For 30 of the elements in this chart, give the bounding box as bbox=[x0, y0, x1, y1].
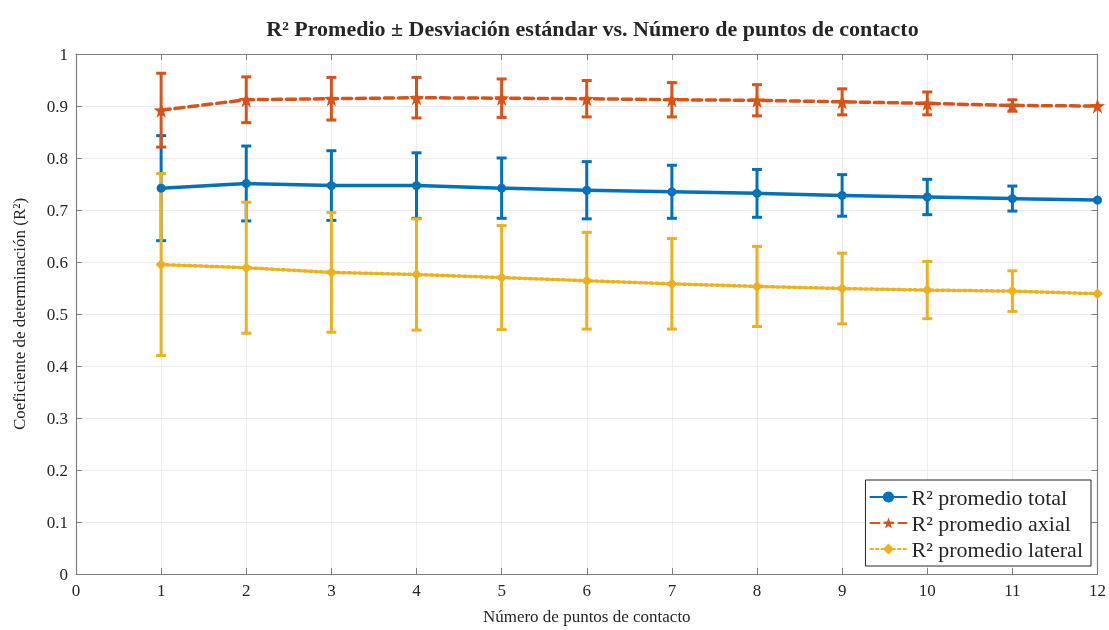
y-tick-label: 0.3 bbox=[46, 408, 68, 428]
y-tick-label: 0 bbox=[59, 564, 68, 584]
y-axis-title: Coeficiente de determinación (R²) bbox=[10, 197, 29, 431]
y-tick-label: 0.5 bbox=[46, 304, 68, 324]
y-tick-label: 0.6 bbox=[46, 252, 68, 272]
x-tick-label: 4 bbox=[412, 581, 422, 600]
legend-label: R² promedio axial bbox=[911, 510, 1071, 536]
y-tick-label: 0.1 bbox=[46, 512, 68, 532]
y-tick-label: 0.2 bbox=[46, 460, 68, 480]
legend-label: R² promedio total bbox=[911, 484, 1068, 510]
x-tick-label: 3 bbox=[327, 581, 336, 600]
x-tick-label: 0 bbox=[71, 581, 81, 600]
y-tick-label: 0.9 bbox=[46, 96, 68, 116]
x-tick-label: 2 bbox=[242, 581, 251, 600]
x-tick-label: 9 bbox=[837, 581, 847, 600]
chart-title: R² Promedio ± Desviación estándar vs. Número de puntos de contacto bbox=[266, 15, 919, 41]
x-tick-label: 1 bbox=[156, 581, 166, 600]
x-tick-label: 8 bbox=[752, 581, 762, 600]
legend-label: R² promedio lateral bbox=[911, 536, 1083, 562]
x-tick-label: 12 bbox=[1089, 581, 1106, 600]
x-tick-label: 7 bbox=[667, 581, 677, 600]
y-tick-label: 0.4 bbox=[46, 356, 69, 376]
y-tick-label: 1 bbox=[59, 44, 68, 64]
x-tick-label: 6 bbox=[582, 581, 591, 600]
y-tick-label: 0.7 bbox=[46, 200, 69, 220]
x-tick-label: 10 bbox=[918, 581, 936, 600]
x-axis-title: Número de puntos de contacto bbox=[482, 607, 691, 626]
x-tick-label: 5 bbox=[497, 581, 506, 600]
y-tick-label: 0.8 bbox=[46, 148, 68, 168]
x-tick-label: 11 bbox=[1004, 581, 1021, 600]
